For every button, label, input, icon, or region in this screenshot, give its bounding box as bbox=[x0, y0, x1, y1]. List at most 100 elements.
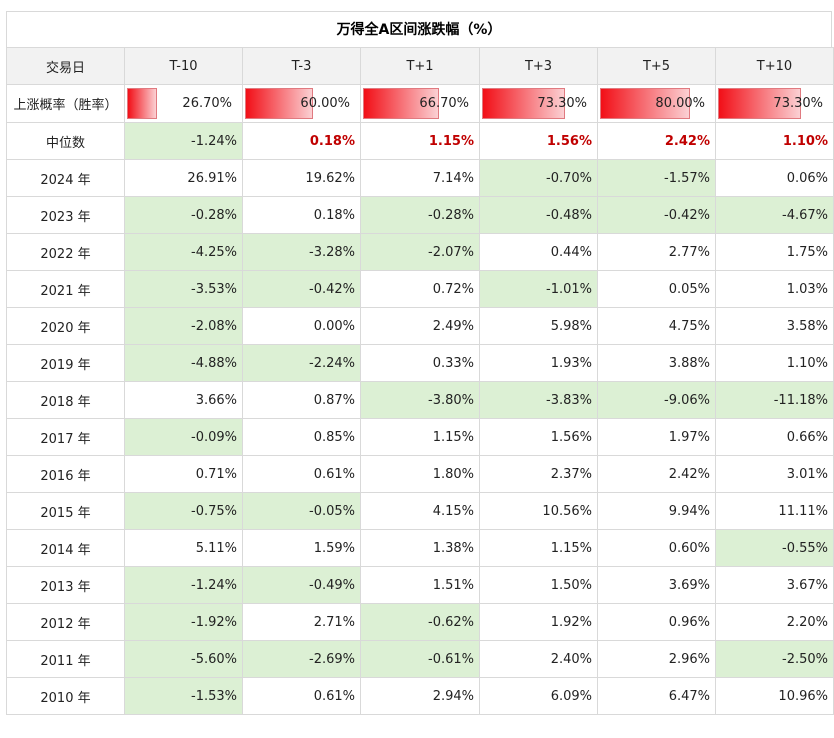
value-cell: 5.11% bbox=[124, 529, 243, 567]
value-cell: 6.09% bbox=[479, 677, 598, 715]
win-rate-bar bbox=[127, 88, 158, 119]
table-row: 2021 年 -3.53% -0.42% 0.72% -1.01% 0.05% 1.03% bbox=[6, 270, 834, 308]
value-cell: 2.42% bbox=[597, 122, 716, 160]
column-header: 交易日 bbox=[6, 47, 125, 85]
value-cell: 1.51% bbox=[360, 566, 480, 604]
value-cell: 0.18% bbox=[242, 196, 361, 234]
win-rate-value: 80.00% bbox=[655, 96, 705, 111]
value-cell: 0.71% bbox=[124, 455, 243, 493]
win-rate-bar bbox=[600, 88, 691, 119]
value-cell: -3.53% bbox=[124, 270, 243, 308]
row-label: 2015 年 bbox=[6, 492, 125, 530]
win-rate-value: 60.00% bbox=[300, 96, 350, 111]
value-cell: 0.61% bbox=[242, 677, 361, 715]
column-header: T+3 bbox=[479, 47, 598, 85]
row-label: 中位数 bbox=[6, 122, 125, 160]
table-row: 2020 年 -2.08% 0.00% 2.49% 5.98% 4.75% 3.58% bbox=[6, 307, 834, 345]
value-cell: 1.92% bbox=[479, 603, 598, 641]
row-label: 2020 年 bbox=[6, 307, 125, 345]
value-cell: 0.44% bbox=[479, 233, 598, 271]
value-cell: 0.72% bbox=[360, 270, 480, 308]
value-cell: 0.06% bbox=[715, 159, 834, 197]
value-cell: 1.93% bbox=[479, 344, 598, 382]
table-title: 万得全A区间涨跌幅（%） bbox=[6, 11, 832, 47]
row-label: 2010 年 bbox=[6, 677, 125, 715]
value-cell: 1.15% bbox=[479, 529, 598, 567]
win-rate-value: 73.30% bbox=[537, 96, 587, 111]
value-cell: 1.38% bbox=[360, 529, 480, 567]
returns-table: 交易日 T-10 T-3 T+1 T+3 T+5 T+10 上涨概率（胜率） 26.70% 60… bbox=[6, 47, 834, 715]
row-label: 2014 年 bbox=[6, 529, 125, 567]
value-cell: 19.62% bbox=[242, 159, 361, 197]
value-cell: -4.88% bbox=[124, 344, 243, 382]
table-row: 2023 年 -0.28% 0.18% -0.28% -0.48% -0.42% -4.67… bbox=[6, 196, 834, 234]
table-row: 2012 年 -1.92% 2.71% -0.62% 1.92% 0.96% 2.20% bbox=[6, 603, 834, 641]
value-cell: -2.69% bbox=[242, 640, 361, 678]
value-cell: 1.03% bbox=[715, 270, 834, 308]
value-cell: 11.11% bbox=[715, 492, 834, 530]
value-cell: 6.47% bbox=[597, 677, 716, 715]
value-cell: -0.48% bbox=[479, 196, 598, 234]
value-cell: -2.08% bbox=[124, 307, 243, 345]
value-cell: 2.37% bbox=[479, 455, 598, 493]
table-row: 2015 年 -0.75% -0.05% 4.15% 10.56% 9.94% 11.11% bbox=[6, 492, 834, 530]
value-cell: 0.85% bbox=[242, 418, 361, 456]
win-rate-bar-cell: 60.00% bbox=[242, 84, 361, 123]
value-cell: -2.24% bbox=[242, 344, 361, 382]
value-cell: -3.83% bbox=[479, 381, 598, 419]
value-cell: -0.75% bbox=[124, 492, 243, 530]
value-cell: -4.67% bbox=[715, 196, 834, 234]
value-cell: -3.80% bbox=[360, 381, 480, 419]
value-cell: -0.62% bbox=[360, 603, 480, 641]
value-cell: 0.96% bbox=[597, 603, 716, 641]
column-header: T-3 bbox=[242, 47, 361, 85]
win-rate-bar bbox=[245, 88, 313, 119]
win-rate-bar-cell: 73.30% bbox=[715, 84, 834, 123]
win-rate-bar bbox=[482, 88, 565, 119]
value-cell: 1.56% bbox=[479, 122, 598, 160]
table-row: 2022 年 -4.25% -3.28% -2.07% 0.44% 2.77% 1.75% bbox=[6, 233, 834, 271]
value-cell: 10.96% bbox=[715, 677, 834, 715]
value-cell: 7.14% bbox=[360, 159, 480, 197]
value-cell: -2.50% bbox=[715, 640, 834, 678]
column-header: T+10 bbox=[715, 47, 834, 85]
row-label: 2011 年 bbox=[6, 640, 125, 678]
value-cell: 10.56% bbox=[479, 492, 598, 530]
table-row: 2017 年 -0.09% 0.85% 1.15% 1.56% 1.97% 0.66% bbox=[6, 418, 834, 456]
value-cell: 3.69% bbox=[597, 566, 716, 604]
value-cell: 0.61% bbox=[242, 455, 361, 493]
value-cell: -5.60% bbox=[124, 640, 243, 678]
table-row: 2018 年 3.66% 0.87% -3.80% -3.83% -9.06% -11.18… bbox=[6, 381, 834, 419]
row-label: 2016 年 bbox=[6, 455, 125, 493]
row-label: 2022 年 bbox=[6, 233, 125, 271]
row-label: 2019 年 bbox=[6, 344, 125, 382]
value-cell: 2.96% bbox=[597, 640, 716, 678]
value-cell: 1.10% bbox=[715, 344, 834, 382]
row-label: 2017 年 bbox=[6, 418, 125, 456]
value-cell: 3.01% bbox=[715, 455, 834, 493]
value-cell: 0.33% bbox=[360, 344, 480, 382]
value-cell: 0.05% bbox=[597, 270, 716, 308]
value-cell: 2.40% bbox=[479, 640, 598, 678]
value-cell: 1.15% bbox=[360, 418, 480, 456]
value-cell: 9.94% bbox=[597, 492, 716, 530]
value-cell: 5.98% bbox=[479, 307, 598, 345]
table-row: 中位数 -1.24% 0.18% 1.15% 1.56% 2.42% 1.10% bbox=[6, 122, 834, 160]
win-rate-bar-cell: 80.00% bbox=[597, 84, 716, 123]
value-cell: -0.49% bbox=[242, 566, 361, 604]
value-cell: -1.57% bbox=[597, 159, 716, 197]
value-cell: -0.09% bbox=[124, 418, 243, 456]
table-row: 2016 年 0.71% 0.61% 1.80% 2.37% 2.42% 3.01% bbox=[6, 455, 834, 493]
value-cell: 4.75% bbox=[597, 307, 716, 345]
value-cell: -4.25% bbox=[124, 233, 243, 271]
win-rate-value: 26.70% bbox=[182, 96, 232, 111]
value-cell: 2.94% bbox=[360, 677, 480, 715]
value-cell: -1.92% bbox=[124, 603, 243, 641]
row-label: 2013 年 bbox=[6, 566, 125, 604]
table-row: 2011 年 -5.60% -2.69% -0.61% 2.40% 2.96% -2.50% bbox=[6, 640, 834, 678]
value-cell: 26.91% bbox=[124, 159, 243, 197]
table-row: 上涨概率（胜率） 26.70% 60.00% 66.70% 73.30% 80.00% 73… bbox=[6, 84, 834, 123]
value-cell: -1.24% bbox=[124, 566, 243, 604]
value-cell: 1.75% bbox=[715, 233, 834, 271]
